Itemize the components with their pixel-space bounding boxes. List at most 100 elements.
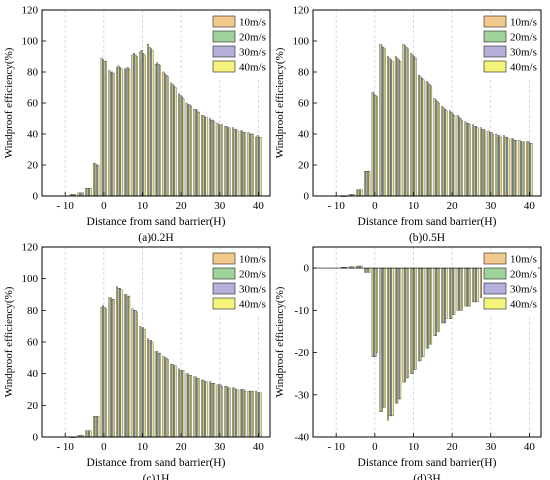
bar (244, 390, 247, 438)
bar (211, 382, 214, 438)
bar (171, 363, 174, 438)
chart-panel-3: 0 20 40 60 80 100 120 - 10 0 10 20 30 40 Distance fro… (3, 242, 271, 480)
bar (142, 53, 145, 197)
bar (179, 95, 182, 197)
y-tick-label: 60 (27, 337, 39, 349)
legend-swatch (212, 252, 236, 265)
bar (382, 47, 385, 197)
bar (473, 267, 476, 303)
bar (219, 384, 222, 438)
bar (197, 112, 200, 197)
bar (371, 267, 374, 357)
bar (449, 110, 451, 197)
bar (105, 308, 107, 438)
x-tick-label: 20 (176, 441, 188, 453)
bar (193, 109, 196, 197)
bar (219, 124, 222, 197)
bar (108, 297, 111, 438)
bar (100, 57, 103, 197)
bar (255, 390, 258, 438)
bar (419, 267, 422, 362)
legend-swatch (483, 15, 507, 28)
y-tick-label: 40 (298, 129, 310, 141)
bar (399, 60, 402, 197)
bar (128, 68, 131, 197)
bar (241, 389, 244, 438)
bar (475, 267, 477, 303)
bar (465, 122, 468, 197)
bar (464, 121, 467, 197)
y-tick-label: -40 (294, 432, 309, 444)
x-tick-label: 20 (447, 441, 459, 453)
bar (224, 126, 227, 197)
bar (242, 132, 245, 197)
bar (225, 126, 228, 197)
x-tick-label: 10 (137, 441, 149, 453)
bar (139, 51, 142, 197)
bar (428, 84, 431, 197)
bar (171, 84, 174, 197)
bar (120, 68, 123, 197)
bar (484, 130, 487, 197)
bar (357, 265, 360, 269)
bar (430, 85, 433, 197)
bar (433, 267, 436, 336)
x-axis-title: Distance from sand barrier(H) (87, 216, 226, 228)
x-tick-label: 0 (101, 441, 107, 453)
y-tick-label: 120 (293, 5, 310, 17)
bar (236, 130, 239, 197)
chart-panel-2: 0 20 40 60 80 100 120 - 10 0 10 20 30 40 Distance fro… (274, 5, 542, 244)
bar (151, 341, 154, 438)
bar (421, 78, 423, 197)
bar (97, 164, 100, 197)
bar (242, 389, 245, 438)
bar (464, 267, 467, 307)
bar (259, 136, 262, 197)
bar (251, 133, 254, 197)
bar (366, 171, 369, 197)
x-tick-label: - 10 (327, 200, 345, 212)
bar (402, 267, 405, 383)
bar (359, 265, 362, 269)
y-tick-label: 40 (27, 129, 39, 141)
bar (383, 48, 386, 197)
y-tick-label: 60 (27, 98, 39, 110)
bar (165, 74, 168, 197)
bar (247, 390, 250, 438)
bar (428, 267, 431, 345)
bar (128, 295, 131, 438)
y-tick-label: 40 (27, 368, 39, 380)
y-tick-label: 60 (298, 98, 310, 110)
bar (418, 267, 420, 362)
bar (190, 105, 192, 197)
bar (504, 136, 507, 197)
panel-caption: (c)1H (143, 473, 170, 480)
bar (467, 267, 470, 307)
bar (522, 141, 525, 197)
legend-label: 40m/s (510, 299, 537, 311)
bar (213, 382, 216, 438)
bar (102, 305, 105, 438)
legend: 10m/s 20m/s 30m/s 40m/s (211, 14, 267, 78)
bar (363, 267, 366, 273)
bar (178, 93, 180, 197)
bar (117, 65, 120, 197)
x-tick-label: - 10 (56, 441, 74, 453)
bar (178, 368, 180, 438)
bar (211, 119, 214, 197)
bar (180, 370, 183, 438)
bar (86, 430, 89, 438)
bar (382, 267, 385, 408)
y-tick-label: 20 (27, 400, 39, 412)
bar (182, 98, 185, 197)
y-tick-label: -10 (294, 305, 309, 317)
bar (94, 163, 97, 197)
bar (95, 416, 98, 438)
bar (512, 138, 515, 197)
bar (202, 379, 205, 438)
bar (147, 338, 149, 438)
y-tick-label: 80 (298, 67, 310, 79)
bar (451, 267, 454, 315)
bar (204, 116, 206, 197)
